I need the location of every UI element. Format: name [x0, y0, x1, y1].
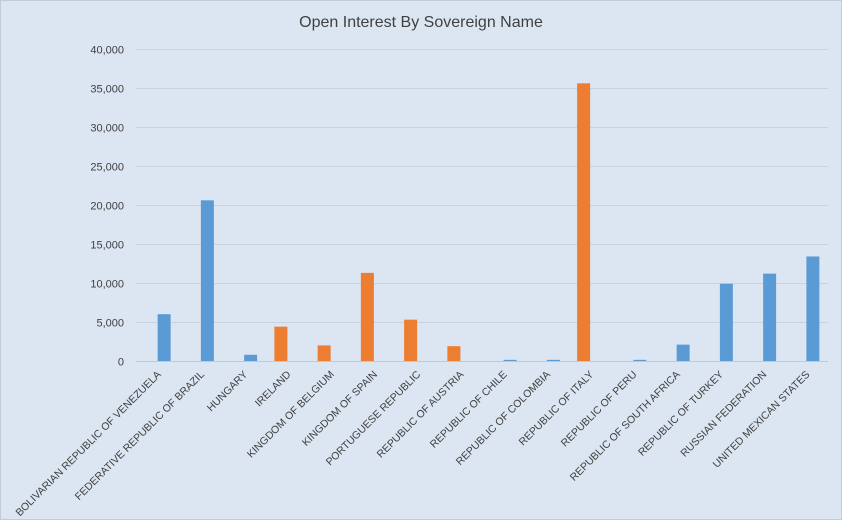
y-tick-label: 35,000: [90, 84, 124, 96]
bar: [244, 354, 258, 361]
bar: [200, 200, 214, 361]
y-tick-label: 20,000: [90, 201, 124, 213]
y-tick-label: 30,000: [90, 123, 124, 135]
chart-title: Open Interest By Sovereign Name: [299, 14, 543, 31]
bar: [404, 319, 418, 361]
bar: [360, 272, 374, 361]
bar: [157, 314, 171, 361]
bar: [806, 256, 820, 361]
bar: [676, 344, 690, 361]
y-tick-label: 15,000: [90, 240, 124, 252]
y-tick-label: 25,000: [90, 162, 124, 174]
gridlines: [136, 49, 828, 362]
bar: [633, 359, 647, 361]
bar: [546, 359, 560, 361]
y-tick-label: 0: [118, 357, 124, 369]
y-axis-tick-labels: 0 5,000 10,000 15,000 20,000 25,000 30,000 35,0…: [90, 45, 124, 369]
bar: [447, 346, 461, 361]
bar: [719, 283, 733, 361]
bars: [157, 83, 820, 361]
bar: [577, 83, 591, 361]
bar: [274, 326, 288, 361]
y-tick-label: 5,000: [96, 318, 124, 330]
bar: [317, 345, 331, 361]
y-tick-label: 10,000: [90, 279, 124, 291]
y-tick-label: 40,000: [90, 45, 124, 57]
bar: [763, 273, 777, 361]
bar: [503, 359, 517, 361]
